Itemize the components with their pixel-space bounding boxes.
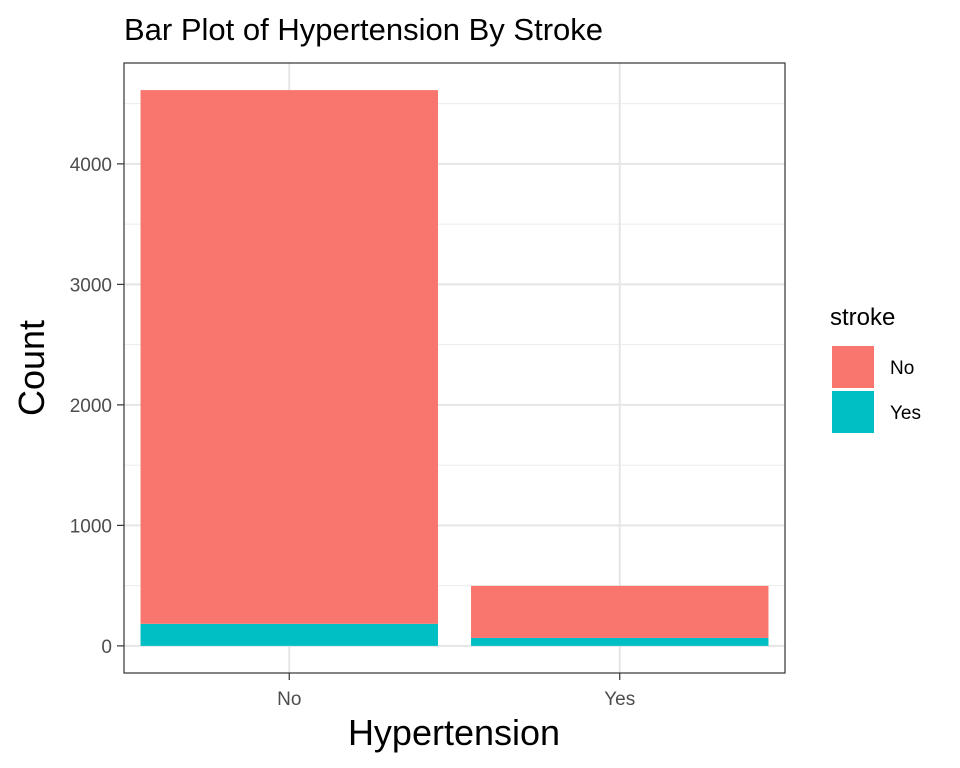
legend: stroke No Yes bbox=[830, 304, 921, 433]
y-tick-label: 3000 bbox=[70, 275, 112, 296]
y-axis: 0 1000 2000 3000 4000 bbox=[70, 155, 124, 658]
y-tick-label: 1000 bbox=[70, 516, 112, 537]
bar-no-stroke-no bbox=[140, 90, 438, 624]
plot-border bbox=[123, 62, 786, 674]
legend-title: stroke bbox=[830, 304, 895, 331]
y-tick-label: 2000 bbox=[70, 396, 112, 417]
legend-key-yes bbox=[832, 391, 874, 433]
legend-label-yes: Yes bbox=[890, 403, 921, 424]
chart-title: Bar Plot of Hypertension By Stroke bbox=[124, 12, 603, 47]
legend-label-no: No bbox=[890, 358, 914, 379]
x-axis-title: Hypertension bbox=[348, 712, 560, 753]
y-tick-label: 0 bbox=[101, 637, 112, 658]
x-tick-label: No bbox=[277, 689, 301, 710]
x-axis: No Yes bbox=[277, 673, 635, 710]
bars bbox=[140, 90, 769, 646]
y-axis-title: Count bbox=[11, 320, 52, 416]
x-tick-label: Yes bbox=[604, 689, 635, 710]
bar-yes-stroke-yes bbox=[471, 637, 769, 646]
bar-no-stroke-yes bbox=[140, 623, 438, 646]
bar-yes-stroke-no bbox=[471, 585, 769, 638]
legend-key-no bbox=[832, 346, 874, 388]
y-tick-label: 4000 bbox=[70, 155, 112, 176]
